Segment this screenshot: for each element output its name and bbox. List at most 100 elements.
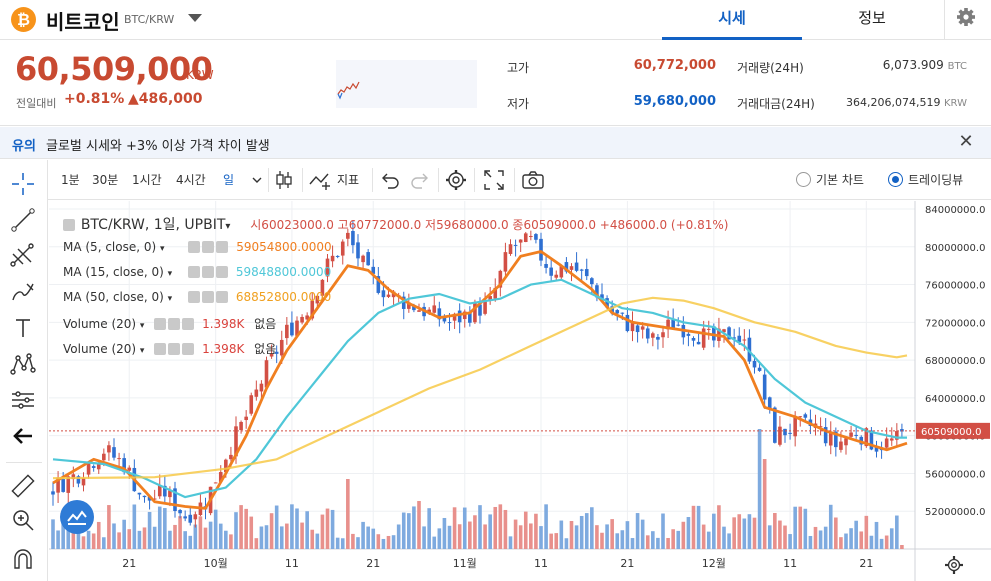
volume-bar — [137, 530, 142, 549]
close-icon[interactable] — [216, 266, 228, 278]
candle-body — [600, 294, 604, 299]
arrow-left-icon[interactable] — [9, 422, 37, 450]
eye-icon[interactable] — [188, 291, 200, 303]
candle-style-icon[interactable] — [270, 166, 298, 194]
candle-body — [793, 416, 797, 437]
camera-icon[interactable] — [519, 166, 547, 194]
price-chart[interactable]: 84000000.0 80000000.0 76000000.0 72000000.0… — [49, 201, 991, 581]
volume-bar — [163, 508, 167, 549]
measure-icon[interactable] — [9, 386, 37, 414]
coin-name[interactable]: 비트코인 — [46, 10, 120, 34]
legend-ma5[interactable]: MA (5, close, 0) ▾ 59054800.0000 — [63, 240, 332, 254]
eye-icon[interactable] — [188, 266, 200, 278]
candle-body — [447, 322, 452, 324]
candle-body — [828, 431, 833, 446]
volume-bar — [508, 536, 513, 549]
coin-pair[interactable]: BTC/KRW — [124, 13, 175, 26]
eye-icon[interactable] — [154, 318, 167, 330]
volume-bar — [107, 505, 111, 549]
volume-bar — [274, 505, 279, 549]
candle-body — [778, 426, 782, 445]
drawing-toolbar — [0, 160, 48, 581]
volume-bar — [142, 527, 147, 549]
candle-body — [534, 234, 538, 240]
tab-price[interactable]: 시세 — [662, 0, 802, 40]
radio-basic-chart[interactable] — [796, 172, 811, 187]
high-label: 고가 — [507, 61, 530, 75]
close-icon[interactable] — [216, 241, 229, 253]
x-tick-label: 12월 — [702, 557, 726, 570]
interval-4h[interactable]: 4시간 — [176, 173, 206, 187]
zoom-in-icon[interactable] — [9, 506, 37, 534]
volume-bar — [457, 524, 462, 549]
gear-icon[interactable] — [442, 166, 470, 194]
volume-bar — [757, 429, 762, 549]
volume-bar — [813, 526, 818, 549]
close-icon[interactable] — [182, 318, 195, 330]
indicator-button[interactable]: 지표 — [337, 173, 360, 187]
radio-tradingview-label[interactable]: 트레이딩뷰 — [908, 173, 964, 187]
volume-bar — [310, 529, 315, 549]
volume-bar — [473, 515, 477, 549]
collapse-icon[interactable] — [63, 219, 75, 231]
chevron-down-icon[interactable] — [188, 14, 202, 22]
candle-body — [112, 447, 116, 458]
eye-icon[interactable] — [188, 241, 201, 253]
gear-icon[interactable] — [202, 266, 214, 278]
legend-ma15[interactable]: MA (15, close, 0) ▾ 59848800.0000 — [63, 265, 332, 279]
settings-button[interactable] — [944, 0, 991, 40]
ruler-icon[interactable] — [9, 472, 37, 500]
candle-body — [539, 238, 543, 261]
indicator-icon[interactable] — [306, 166, 334, 194]
candle-body — [178, 510, 182, 514]
volume-bar — [152, 526, 157, 549]
fullscreen-icon[interactable] — [480, 166, 508, 194]
pattern-icon[interactable] — [9, 350, 37, 378]
gear-icon[interactable] — [202, 291, 214, 303]
volume-bar — [808, 535, 813, 549]
brush-icon[interactable] — [9, 278, 37, 306]
fibonacci-icon[interactable] — [9, 242, 37, 270]
close-icon[interactable] — [216, 291, 228, 303]
notice-tag: 유의 — [12, 139, 36, 154]
volume-bar — [615, 533, 620, 549]
volume-bar — [193, 524, 198, 549]
volume-bar — [417, 501, 421, 549]
legend-title[interactable]: BTC/KRW, 1일, UPBIT — [80, 217, 226, 233]
x-tick-label: 21 — [620, 557, 634, 570]
legend-volume-2[interactable]: Volume (20) ▾ 1.398K 없음 — [63, 342, 277, 356]
legend-ma50[interactable]: MA (50, close, 0) ▾ 68852800.0000 — [63, 290, 332, 304]
tab-info[interactable]: 정보 — [858, 9, 886, 27]
interval-1h[interactable]: 1시간 — [132, 173, 162, 187]
chevron-down-icon[interactable] — [243, 166, 271, 194]
trend-line-icon[interactable] — [9, 206, 37, 234]
text-tool-icon[interactable] — [9, 314, 37, 342]
legend-volume-1[interactable]: Volume (20) ▾ 1.398K 없음 — [63, 317, 277, 331]
undo-icon[interactable] — [376, 166, 404, 194]
change-label: 전일대비 — [16, 97, 57, 110]
eye-icon[interactable] — [154, 343, 167, 355]
gear-icon[interactable] — [168, 318, 181, 330]
radio-tradingview[interactable] — [888, 172, 903, 187]
gear-icon[interactable] — [168, 343, 181, 355]
interval-day[interactable]: 일 — [223, 173, 235, 187]
chart-settings-gear-icon[interactable] — [942, 553, 966, 577]
radio-basic-chart-label[interactable]: 기본 차트 — [816, 173, 864, 187]
volume-bar — [315, 533, 320, 549]
interval-30m[interactable]: 30분 — [92, 173, 119, 187]
close-icon[interactable]: ✕ — [958, 131, 974, 152]
candle-body — [412, 305, 416, 311]
candle-body — [803, 414, 808, 418]
magnet-icon[interactable] — [9, 546, 37, 574]
gear-icon[interactable] — [202, 241, 215, 253]
legend-ohlc: 시60023000.0 고60772000.0 저59680000.0 종605… — [250, 218, 729, 232]
legend-ma50-label: MA (50, close, 0) — [63, 290, 164, 304]
redo-icon[interactable] — [406, 166, 434, 194]
volume-bar — [793, 506, 797, 549]
chart-canvas[interactable]: 84000000.0 80000000.0 76000000.0 72000000.0… — [49, 201, 991, 581]
candle-body — [457, 310, 462, 323]
interval-1m[interactable]: 1분 — [61, 173, 80, 187]
crosshair-icon[interactable] — [9, 170, 37, 198]
close-icon[interactable] — [182, 343, 195, 355]
tradingview-logo-icon[interactable] — [60, 500, 94, 534]
